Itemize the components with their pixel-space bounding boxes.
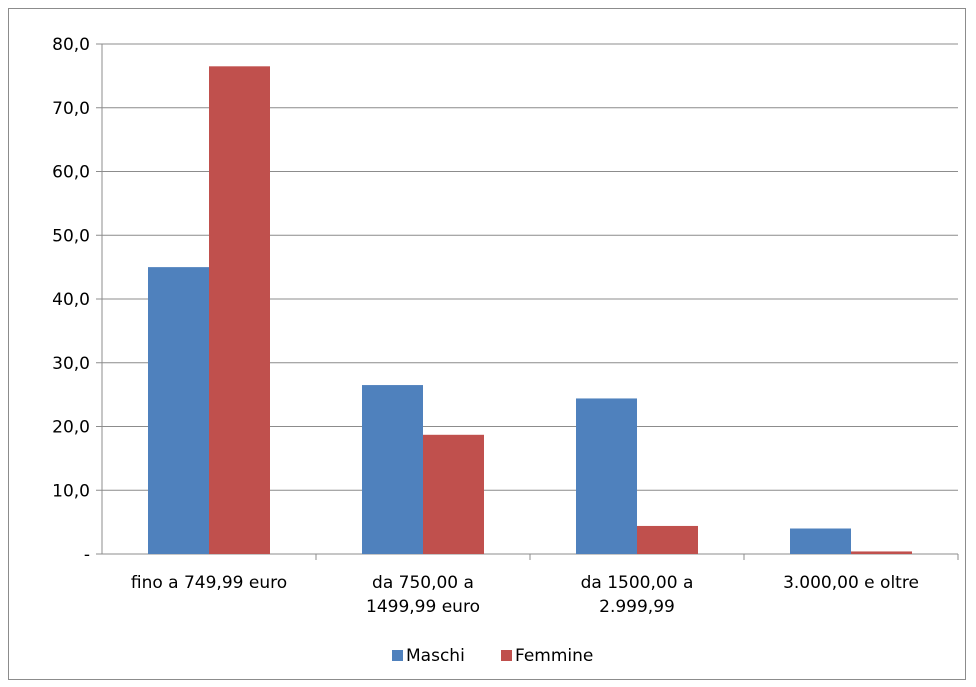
x-tick-label: da 750,00 a (372, 573, 474, 593)
y-tick-label: 30,0 (52, 354, 90, 374)
y-tick-label: 50,0 (52, 226, 90, 246)
x-tick-label: fino a 749,99 euro (131, 573, 287, 593)
x-tick-label: 1499,99 euro (366, 597, 480, 617)
y-tick-label: 10,0 (52, 481, 90, 501)
bar-femmine (637, 525, 698, 554)
bar-femmine (851, 551, 912, 554)
y-tick-label: 60,0 (52, 163, 90, 183)
bar-maschi (148, 267, 209, 554)
x-tick-label: da 1500,00 a (581, 573, 694, 593)
x-tick-label: 3.000,00 e oltre (783, 573, 919, 593)
y-tick-label: 80,0 (52, 35, 90, 55)
y-tick-label: 40,0 (52, 290, 90, 310)
bar-femmine (423, 434, 484, 554)
legend-swatch-femmine (501, 650, 512, 661)
y-tick-label: 20,0 (52, 418, 90, 438)
x-tick-label: 2.999,99 (599, 597, 675, 617)
bar-maschi (362, 385, 423, 554)
legend-swatch-maschi (392, 650, 403, 661)
bar-maschi (790, 528, 851, 554)
bar-femmine (209, 66, 270, 554)
legend-label-maschi: Maschi (406, 646, 465, 666)
legend-label-femmine: Femmine (515, 646, 593, 666)
y-tick-label: - (84, 545, 90, 565)
bar-maschi (576, 398, 637, 554)
y-tick-label: 70,0 (52, 99, 90, 119)
